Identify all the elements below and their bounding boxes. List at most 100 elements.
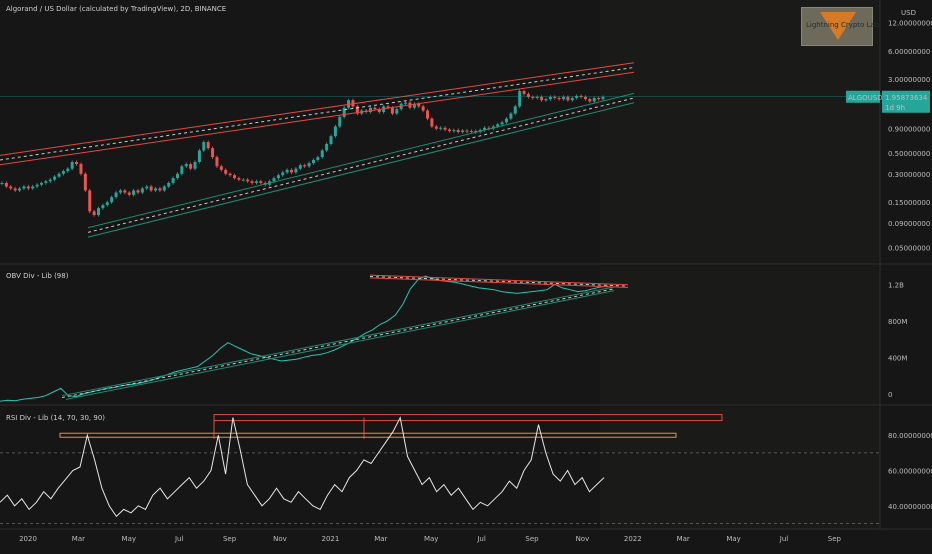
candle-body	[184, 164, 188, 167]
obv-resistance-lower-line	[369, 277, 629, 288]
candle-body	[496, 124, 500, 127]
candle-body	[136, 190, 140, 193]
candle-body	[290, 169, 294, 173]
candle-body	[0, 182, 4, 184]
candle-body	[439, 127, 443, 129]
candle-body	[452, 130, 456, 132]
price-y-tick-label: 12.00000000	[888, 19, 932, 27]
candle-body	[500, 122, 504, 125]
obv-support-lower-line	[65, 290, 615, 400]
candle-body	[316, 157, 320, 160]
candle-body	[158, 188, 162, 191]
candle-body	[39, 182, 43, 185]
candle-body	[171, 178, 175, 183]
candle-body	[83, 173, 87, 191]
candle-body	[522, 91, 526, 94]
x-tick-label: Sep	[525, 535, 539, 543]
candle-body	[469, 131, 473, 133]
candle-body	[246, 179, 250, 182]
candle-body	[237, 178, 241, 180]
candle-body	[197, 150, 201, 162]
candle-body	[22, 186, 26, 189]
candle-body	[509, 113, 513, 119]
obv-pane-shade	[600, 266, 880, 405]
candle-body	[281, 172, 285, 176]
candle-body	[31, 186, 35, 189]
x-tick-label: 2021	[321, 535, 339, 543]
last-price-tag	[882, 90, 930, 113]
candle-body	[338, 116, 342, 127]
candle-body	[325, 143, 329, 151]
candle-body	[412, 103, 416, 108]
candle-body	[224, 169, 228, 174]
candle-body	[294, 168, 298, 173]
candle-body	[259, 181, 263, 183]
candle-body	[544, 99, 548, 101]
logo-triangle-icon	[820, 12, 856, 40]
candle-body	[526, 93, 530, 97]
x-tick-label: Mar	[374, 535, 387, 543]
candle-body	[404, 102, 408, 104]
candle-body	[303, 165, 307, 167]
candle-body	[531, 96, 535, 99]
candle-body	[233, 175, 237, 179]
obv-support-line	[61, 286, 615, 397]
candle-body	[311, 159, 315, 164]
candle-body	[26, 186, 30, 189]
candle-body	[434, 126, 438, 129]
candle-body	[145, 186, 149, 189]
price-y-tick-label: 3.00000000	[888, 76, 930, 84]
candle-body	[417, 103, 421, 107]
candle-body	[75, 161, 79, 165]
candle-body	[241, 179, 245, 181]
candle-body	[368, 107, 372, 113]
candle-body	[118, 190, 122, 193]
candle-body	[88, 190, 92, 212]
x-tick-label: Jul	[476, 535, 486, 543]
candle-body	[61, 171, 65, 174]
obv-y-tick-label: 1.2B	[888, 281, 904, 289]
candle-body	[355, 106, 359, 114]
support-upper-line	[87, 92, 635, 229]
symbol-tag	[846, 90, 880, 103]
candle-body	[105, 202, 109, 206]
candle-body	[70, 161, 74, 169]
candle-body	[597, 98, 601, 100]
currency-label: USD	[901, 9, 916, 17]
price-y-tick-label: 0.30000000	[888, 171, 930, 179]
x-tick-label: Nov	[576, 535, 590, 543]
candle-body	[386, 106, 390, 108]
x-tick-label: 2020	[19, 535, 37, 543]
obv-resistance-dashed-line	[369, 276, 629, 287]
candle-body	[487, 127, 491, 129]
brand-logo: Lightning Crypto Lab	[801, 7, 879, 46]
support-mid-dashed-line	[87, 97, 635, 233]
rsi-pane-shade	[600, 407, 880, 529]
candle-body	[395, 109, 399, 114]
candle-body	[175, 173, 179, 179]
candle-body	[390, 107, 394, 114]
obv-resistance-line	[369, 274, 629, 286]
candle-body	[513, 106, 517, 114]
x-tick-label: Sep	[223, 535, 237, 543]
rsi-y-tick-label: 60.00000000	[888, 468, 932, 476]
candle-body	[18, 188, 22, 191]
candle-body	[579, 95, 583, 97]
candle-body	[79, 164, 83, 174]
last-price-label: 1.95873634	[885, 94, 928, 102]
candle-body	[167, 182, 171, 187]
candle-body	[193, 161, 197, 169]
candle-body	[123, 190, 127, 193]
x-tick-label: Sep	[828, 535, 842, 543]
candle-body	[456, 130, 460, 133]
resistance-lower-line	[0, 71, 635, 166]
candle-body	[540, 96, 544, 101]
candle-body	[320, 150, 324, 158]
candle-body	[557, 98, 561, 100]
candle-body	[127, 192, 131, 195]
candle-body	[9, 186, 13, 189]
candle-body	[483, 127, 487, 131]
candle-body	[342, 107, 346, 117]
obv-y-tick-label: 400M	[888, 354, 907, 362]
candle-body	[132, 190, 136, 195]
